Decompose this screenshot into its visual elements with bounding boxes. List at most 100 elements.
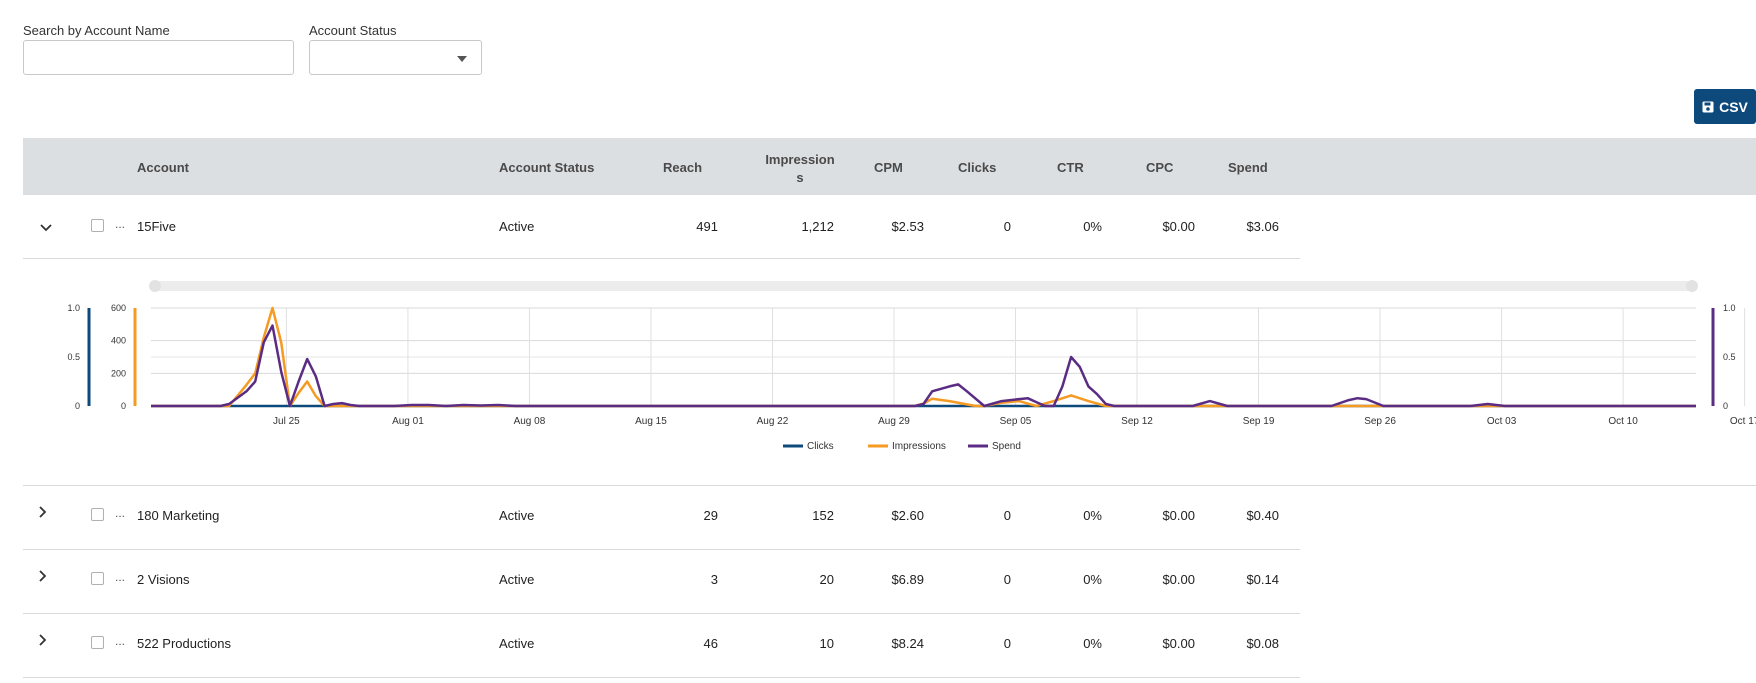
chevron-down-icon[interactable] bbox=[37, 218, 55, 236]
x-tick-label: Sep 05 bbox=[1000, 416, 1032, 427]
spend-axis-tick-label: 1.0 bbox=[1723, 303, 1736, 313]
row-ctr: 0% bbox=[1083, 636, 1102, 651]
row-ctr: 0% bbox=[1083, 219, 1102, 234]
csv-export-button[interactable]: CSV bbox=[1694, 89, 1756, 124]
row-more[interactable]: ... bbox=[115, 217, 126, 231]
table-row[interactable]: ... 522 Productions Active 46 10 $8.24 0… bbox=[23, 614, 1300, 678]
save-icon bbox=[1702, 101, 1714, 112]
row-impressions: 1,212 bbox=[801, 219, 834, 234]
header-reach[interactable]: Reach bbox=[663, 160, 703, 175]
account-chart: Jul 25 Aug 01 Aug 08 Aug 15 Aug 22 Aug 29 Sep … bbox=[67, 280, 1756, 452]
x-tick-label: Oct 03 bbox=[1487, 416, 1517, 427]
impressions-axis-tick-label: 600 bbox=[111, 303, 126, 313]
legend-label-impressions: Impressions bbox=[892, 441, 946, 452]
x-tick-label: Oct 10 bbox=[1608, 416, 1638, 427]
x-tick-label: Sep 19 bbox=[1243, 416, 1275, 427]
chevron-right-icon[interactable] bbox=[33, 503, 51, 521]
series-line-spend bbox=[151, 324, 1696, 408]
row-spend: $0.14 bbox=[1246, 572, 1279, 587]
row-cpc: $0.00 bbox=[1162, 219, 1195, 234]
header-impressions-line1: Impression bbox=[765, 152, 835, 167]
search-input[interactable] bbox=[23, 40, 294, 75]
legend-label-clicks: Clicks bbox=[807, 441, 834, 452]
clicks-axis-tick-label: 0 bbox=[75, 401, 80, 411]
range-slider-track bbox=[151, 281, 1696, 291]
header-cpc[interactable]: CPC bbox=[1146, 160, 1174, 175]
row-clicks: 0 bbox=[1003, 219, 1011, 234]
row-cpm: $2.60 bbox=[891, 508, 924, 523]
clicks-axis-tick-label: 0.5 bbox=[67, 352, 80, 362]
row-ctr: 0% bbox=[1083, 572, 1102, 587]
search-label: Search by Account Name bbox=[23, 23, 170, 38]
caret-down-icon bbox=[457, 56, 467, 62]
range-slider-end-handle bbox=[1686, 280, 1698, 292]
impressions-axis-tick-label: 0 bbox=[121, 401, 126, 411]
x-tick-label: Jul 25 bbox=[273, 416, 300, 427]
impressions-axis-tick-label: 400 bbox=[111, 336, 126, 346]
row-clicks: 0 bbox=[1003, 572, 1011, 587]
row-more[interactable]: ... bbox=[115, 506, 126, 520]
account-chart-panel: Jul 25 Aug 01 Aug 08 Aug 15 Aug 22 Aug 29 Sep … bbox=[23, 260, 1756, 486]
status-label: Account Status bbox=[309, 23, 397, 38]
row-checkbox[interactable] bbox=[91, 219, 104, 232]
row-impressions: 20 bbox=[819, 572, 834, 587]
row-cpc: $0.00 bbox=[1162, 636, 1195, 651]
row-reach: 46 bbox=[703, 636, 718, 651]
row-cpm: $6.89 bbox=[891, 572, 924, 587]
header-status[interactable]: Account Status bbox=[499, 160, 595, 175]
x-tick-label: Sep 26 bbox=[1364, 416, 1396, 427]
row-account-name: 2 Visions bbox=[137, 572, 190, 587]
table-row[interactable]: ... 15Five Active 491 1,212 $2.53 0 0% $… bbox=[23, 195, 1300, 259]
row-checkbox[interactable] bbox=[91, 508, 104, 521]
x-tick-label: Aug 29 bbox=[878, 416, 910, 427]
row-impressions: 152 bbox=[812, 508, 834, 523]
row-impressions: 10 bbox=[819, 636, 834, 651]
row-status: Active bbox=[499, 219, 535, 234]
spend-axis-tick-label: 0 bbox=[1723, 401, 1728, 411]
row-cpc: $0.00 bbox=[1162, 508, 1195, 523]
row-status: Active bbox=[499, 508, 535, 523]
table-row[interactable]: ... 180 Marketing Active 29 152 $2.60 0 … bbox=[23, 486, 1300, 550]
row-account-name: 15Five bbox=[137, 219, 177, 234]
header-cpm[interactable]: CPM bbox=[874, 160, 903, 175]
table-row[interactable]: ... 2 Visions Active 3 20 $6.89 0 0% $0.… bbox=[23, 550, 1300, 614]
row-ctr: 0% bbox=[1083, 508, 1102, 523]
x-tick-label: Oct 17 bbox=[1730, 416, 1756, 427]
row-status: Active bbox=[499, 572, 535, 587]
csv-label: CSV bbox=[1719, 98, 1748, 115]
table-header: Account Account Status Reach Impression … bbox=[23, 138, 1756, 195]
header-clicks[interactable]: Clicks bbox=[958, 160, 997, 175]
legend-label-spend: Spend bbox=[992, 441, 1021, 452]
row-account-name: 522 Productions bbox=[137, 636, 231, 651]
row-account-name: 180 Marketing bbox=[137, 508, 220, 523]
row-checkbox[interactable] bbox=[91, 636, 104, 649]
x-tick-label: Aug 22 bbox=[757, 416, 789, 427]
row-spend: $0.40 bbox=[1246, 508, 1279, 523]
header-account[interactable]: Account bbox=[137, 160, 189, 175]
x-tick-label: Aug 01 bbox=[392, 416, 424, 427]
row-more[interactable]: ... bbox=[115, 570, 126, 584]
status-select[interactable] bbox=[309, 40, 482, 75]
header-impressions-line2: s bbox=[796, 170, 804, 185]
row-spend: $0.08 bbox=[1246, 636, 1279, 651]
impressions-axis-tick-label: 200 bbox=[111, 368, 126, 378]
range-slider-start-handle bbox=[149, 280, 161, 292]
clicks-axis-tick-label: 1.0 bbox=[67, 303, 80, 313]
chevron-right-icon[interactable] bbox=[33, 631, 51, 649]
spend-axis-tick-label: 0.5 bbox=[1723, 352, 1736, 362]
x-tick-label: Aug 15 bbox=[635, 416, 667, 427]
row-reach: 491 bbox=[696, 219, 718, 234]
chevron-right-icon[interactable] bbox=[33, 567, 51, 585]
row-clicks: 0 bbox=[1003, 636, 1011, 651]
header-spend[interactable]: Spend bbox=[1228, 160, 1268, 175]
header-ctr[interactable]: CTR bbox=[1057, 160, 1084, 175]
row-cpm: $2.53 bbox=[891, 219, 924, 234]
row-spend: $3.06 bbox=[1246, 219, 1279, 234]
row-checkbox[interactable] bbox=[91, 572, 104, 585]
header-impressions[interactable]: Impression s bbox=[745, 151, 855, 187]
row-more[interactable]: ... bbox=[115, 634, 126, 648]
row-clicks: 0 bbox=[1003, 508, 1011, 523]
row-cpm: $8.24 bbox=[891, 636, 924, 651]
row-status: Active bbox=[499, 636, 535, 651]
row-cpc: $0.00 bbox=[1162, 572, 1195, 587]
